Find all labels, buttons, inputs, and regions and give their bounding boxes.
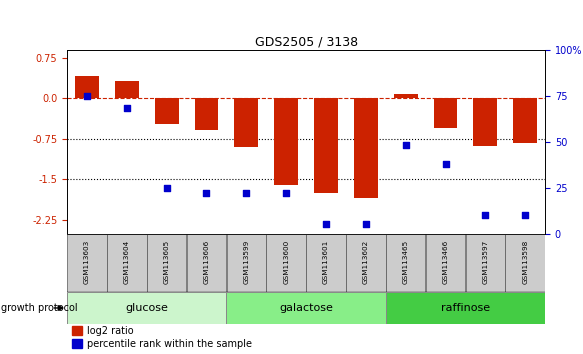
- Bar: [314, 98, 338, 193]
- Point: [401, 142, 410, 148]
- Text: GSM113600: GSM113600: [283, 240, 289, 284]
- Bar: [234, 98, 258, 147]
- Text: percentile rank within the sample: percentile rank within the sample: [87, 339, 252, 349]
- Bar: [72, 326, 82, 335]
- Text: GSM113466: GSM113466: [442, 240, 448, 284]
- Bar: [394, 95, 417, 98]
- Bar: [147, 234, 187, 292]
- Point: [162, 185, 171, 190]
- Text: GSM113604: GSM113604: [124, 240, 130, 284]
- Bar: [473, 98, 497, 146]
- Bar: [154, 98, 178, 124]
- Bar: [346, 234, 385, 292]
- Text: GSM113602: GSM113602: [363, 240, 369, 284]
- Text: GSM113605: GSM113605: [164, 240, 170, 284]
- Bar: [107, 234, 146, 292]
- Bar: [67, 234, 107, 292]
- Point: [122, 105, 132, 111]
- Point: [241, 190, 251, 196]
- Point: [321, 222, 331, 227]
- Text: GSM113599: GSM113599: [243, 240, 250, 284]
- Text: growth protocol: growth protocol: [1, 303, 78, 313]
- Bar: [434, 98, 458, 128]
- Text: GSM113603: GSM113603: [84, 240, 90, 284]
- Bar: [426, 234, 465, 292]
- Text: galactose: galactose: [279, 303, 333, 313]
- Point: [82, 93, 92, 98]
- Bar: [306, 234, 346, 292]
- Bar: [386, 292, 545, 324]
- Bar: [67, 292, 226, 324]
- Point: [480, 212, 490, 218]
- Text: GSM113598: GSM113598: [522, 240, 528, 284]
- Point: [361, 222, 371, 227]
- Bar: [466, 234, 505, 292]
- Text: log2 ratio: log2 ratio: [87, 326, 134, 336]
- Bar: [227, 234, 266, 292]
- Bar: [274, 98, 298, 185]
- Text: GSM113597: GSM113597: [482, 240, 489, 284]
- Bar: [386, 234, 426, 292]
- Bar: [226, 292, 386, 324]
- Text: GSM113601: GSM113601: [323, 240, 329, 284]
- Bar: [75, 75, 99, 98]
- Bar: [266, 234, 306, 292]
- Bar: [354, 98, 378, 199]
- Text: GSM113465: GSM113465: [403, 240, 409, 284]
- Bar: [72, 339, 82, 348]
- Point: [521, 212, 530, 218]
- Bar: [505, 234, 545, 292]
- Text: raffinose: raffinose: [441, 303, 490, 313]
- Text: GSM113606: GSM113606: [203, 240, 209, 284]
- Bar: [195, 98, 219, 130]
- Text: glucose: glucose: [125, 303, 168, 313]
- Title: GDS2505 / 3138: GDS2505 / 3138: [255, 35, 357, 48]
- Point: [282, 190, 291, 196]
- Bar: [187, 234, 226, 292]
- Bar: [115, 81, 139, 98]
- Bar: [513, 98, 537, 143]
- Point: [202, 190, 211, 196]
- Point: [441, 161, 450, 166]
